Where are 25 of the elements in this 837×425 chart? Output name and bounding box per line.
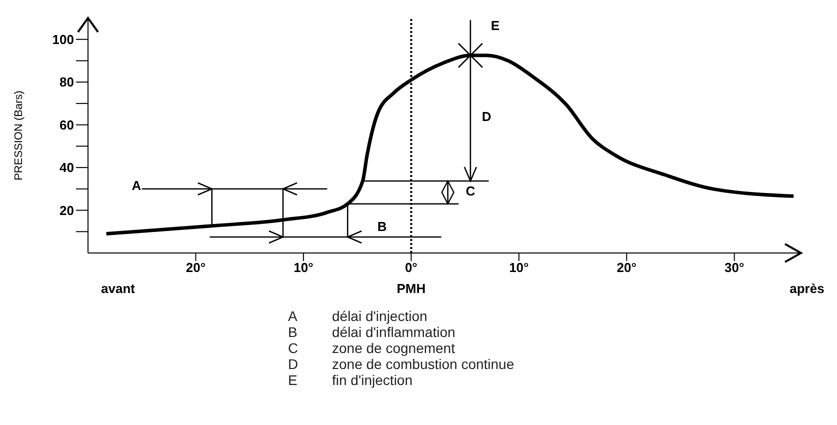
text: B délai d'inflammation (288, 324, 456, 340)
x-tick-label: 10° (294, 260, 314, 276)
x-tick-label: 10° (509, 260, 529, 276)
text: C zone de cognement (288, 340, 455, 356)
annotation: E (490, 18, 500, 33)
annotation: A (132, 178, 142, 194)
annotation: B (377, 218, 387, 234)
text: E fin d'injection (288, 372, 412, 388)
y-tick-label: 80 (60, 74, 74, 90)
text: après (790, 281, 824, 296)
y-tick-label: 40 (60, 160, 74, 176)
x-tick-label: 20° (186, 260, 206, 276)
text: avant (101, 281, 136, 296)
y-axis-title: PRESSION (Bars) (12, 90, 25, 180)
text: D zone de combustion continue (288, 356, 514, 372)
ref-line-label: PMH (396, 281, 426, 296)
text: A délai d'injection (288, 308, 428, 324)
annotation: C (466, 183, 476, 198)
x-tick-label: 30° (724, 260, 744, 276)
y-tick-label: 60 (60, 117, 74, 132)
y-tick-label: 100 (52, 32, 74, 47)
x-tick-label: 20° (616, 260, 636, 276)
y-tick-label: 20 (60, 202, 74, 218)
annotation: D (482, 108, 492, 124)
x-tick-label: 0° (404, 260, 418, 276)
